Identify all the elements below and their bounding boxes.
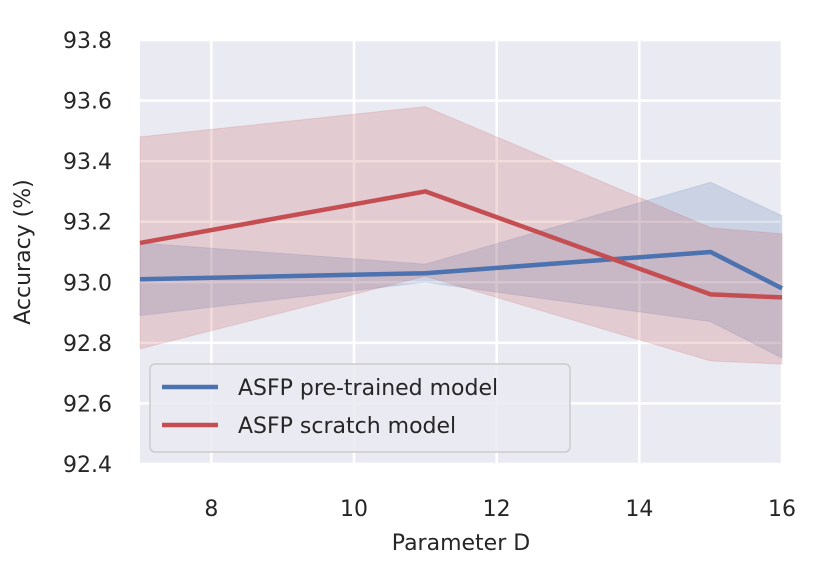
- y-tick-label: 93.6: [63, 90, 112, 115]
- y-tick-label: 93.4: [63, 150, 112, 175]
- legend: ASFP pre-trained model ASFP scratch model: [149, 363, 571, 453]
- y-tick-label: 93.0: [63, 271, 112, 296]
- legend-label-series-1: ASFP pre-trained model: [238, 376, 498, 401]
- y-tick-label: 93.8: [63, 29, 112, 54]
- x-tick-label: 14: [625, 497, 653, 522]
- series-lines: [139, 189, 784, 300]
- y-tick-label: 93.2: [63, 211, 112, 236]
- legend-label-series-2: ASFP scratch model: [238, 414, 456, 439]
- x-tick-label: 16: [768, 497, 796, 522]
- legend-box: [149, 363, 571, 453]
- x-tick-label: 8: [204, 497, 218, 522]
- line-series-1: [139, 249, 784, 291]
- x-axis-label: Parameter D: [392, 531, 530, 556]
- x-tick-label: 12: [483, 497, 511, 522]
- y-tick-label: 92.6: [63, 392, 112, 417]
- line-series-2: [139, 189, 783, 300]
- y-tick-label: 92.8: [63, 332, 112, 357]
- y-tick-labels: 92.4 92.6 92.8 93.0 93.2 93.4 93.6 93.8: [63, 29, 112, 478]
- confidence-band-series-2: [139, 106, 783, 365]
- y-tick-label: 92.4: [63, 453, 112, 478]
- x-tick-label: 10: [340, 497, 368, 522]
- x-tick-labels: 8 10 12 14 16: [204, 497, 796, 522]
- y-axis-label: Accuracy (%): [11, 179, 36, 325]
